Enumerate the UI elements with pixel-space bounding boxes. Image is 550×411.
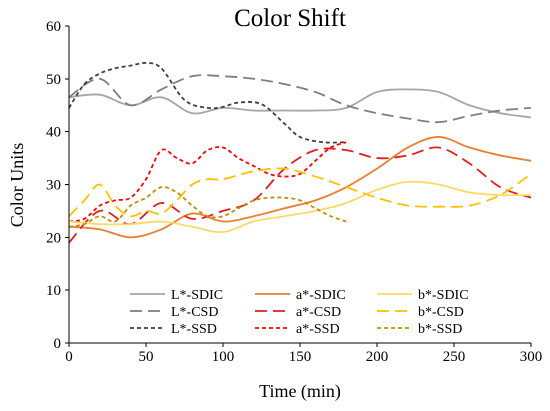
legend-label: b*-SSD [418,322,462,337]
series-layer [68,62,532,244]
series-line-bstar-csd [68,167,532,218]
y-tick-label: 0 [54,336,62,352]
x-tick-label: 50 [139,349,154,365]
series-line-bstar-sdic [68,180,532,234]
series-line-astar-ssd [68,141,347,223]
series-line-lstar-sdic [68,88,532,119]
plot-area: 0 50 100 150 200 250 300 0 10 20 30 40 50 60 [46,19,542,365]
series-line-lstar-csd [68,74,532,124]
y-tick-label: 10 [46,283,61,299]
x-tick-label: 250 [443,349,466,365]
x-tick-label: 300 [520,349,543,365]
series-line-astar-sdic [68,136,532,239]
y-tick-label: 40 [46,125,61,141]
x-tick-label: 100 [212,349,235,365]
legend-label: L*-SDIC [171,288,223,303]
legend-label: a*-SSD [296,322,340,337]
x-tick-label: 200 [366,349,389,365]
series-line-lstar-ssd [68,62,347,144]
legend-label: b*-CSD [418,305,464,320]
x-tick-label: 150 [289,349,312,365]
x-axis-ticks: 0 50 100 150 200 250 300 [65,343,542,365]
legend-label: b*-SDIC [418,288,469,303]
legend-label: L*-CSD [171,305,218,320]
chart-title: Color Shift [234,5,346,32]
legend-label: a*-SDIC [296,288,346,303]
y-axis-ticks: 0 10 20 30 40 50 60 [46,19,69,352]
y-tick-label: 30 [46,178,61,194]
legend: L*-SDIC L*-CSD L*-SSD a*-SDIC a*-CSD a*-SSD b*… [130,288,469,337]
y-tick-label: 20 [46,230,61,246]
legend-label: a*-CSD [296,305,341,320]
series-line-astar-csd [68,146,532,244]
legend-label: L*-SSD [171,322,217,337]
y-tick-label: 60 [46,19,61,35]
y-axis-title: Color Units [7,143,27,228]
x-tick-label: 0 [65,349,73,365]
x-axis-title: Time (min) [259,381,341,402]
y-tick-label: 50 [46,72,61,88]
series-line-bstar-ssd [68,186,347,228]
